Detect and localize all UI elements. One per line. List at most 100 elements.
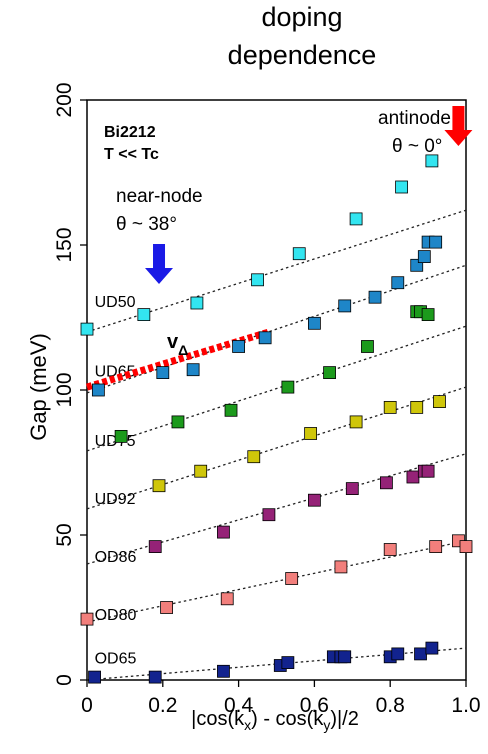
data-point-ud50 xyxy=(425,154,439,168)
x-axis-label-sub-x: x xyxy=(244,717,251,733)
data-point-od86 xyxy=(262,508,276,522)
y-tick-label: 150 xyxy=(53,227,76,262)
x-tick-label: 0 xyxy=(81,694,93,717)
data-point-od80 xyxy=(459,540,473,553)
data-point-od65 xyxy=(88,670,101,684)
data-point-ud92 xyxy=(304,427,318,440)
y-tick-label: 200 xyxy=(53,82,76,117)
antinode-angle: θ ~ 0° xyxy=(392,136,442,157)
data-point-ud50 xyxy=(395,180,408,194)
data-point-od86 xyxy=(307,493,321,507)
data-point-od80 xyxy=(160,601,173,614)
data-point-od86 xyxy=(421,464,435,478)
temperature-label: T << Tc xyxy=(104,146,159,163)
data-point-ud50 xyxy=(80,322,94,336)
x-axis-label-part-b: ) - cos(k xyxy=(251,708,324,730)
x-tick-label: 1.0 xyxy=(451,694,480,717)
data-point-od65 xyxy=(414,647,427,661)
data-point-od80 xyxy=(80,612,94,626)
velocity-label: vΔ xyxy=(167,331,188,358)
fit-line-ud92 xyxy=(86,386,467,510)
fit-line-od86 xyxy=(86,453,467,565)
series-label-ud65: UD65 xyxy=(95,363,136,380)
data-point-ud50 xyxy=(251,273,264,287)
series-label-od80: OD80 xyxy=(95,607,137,624)
series-label-od65: OD65 xyxy=(95,651,137,668)
data-point-ud92 xyxy=(383,400,397,414)
data-point-ud92 xyxy=(247,450,261,464)
data-point-ud65 xyxy=(258,331,272,345)
velocity-symbol: v xyxy=(167,331,179,353)
data-point-od86 xyxy=(217,525,230,539)
data-point-od80 xyxy=(285,572,299,585)
data-point-ud75 xyxy=(421,308,435,322)
antinode-arrow-icon xyxy=(444,106,473,146)
data-point-ud92 xyxy=(194,464,208,478)
y-axis-label: Gap (meV) xyxy=(26,333,51,441)
data-point-od65 xyxy=(391,647,405,661)
x-tick-label: 0.6 xyxy=(300,694,329,717)
near-node-arrow-icon xyxy=(145,244,174,284)
fit-line-ud75 xyxy=(86,325,467,452)
series-label-od86: OD86 xyxy=(95,549,137,566)
x-axis-label-part-c: )|/2 xyxy=(330,708,359,730)
data-point-od65 xyxy=(338,650,352,664)
x-axis-label-part-a: |cos(k xyxy=(191,708,245,730)
data-point-ud50 xyxy=(190,296,204,310)
chart-title-line-1: doping xyxy=(261,2,342,32)
series-label-ud50: UD50 xyxy=(95,294,136,311)
data-point-ud92 xyxy=(349,415,363,429)
data-point-ud75 xyxy=(171,415,185,429)
data-point-ud65 xyxy=(368,290,382,304)
y-tick-label: 100 xyxy=(53,372,76,407)
fit-line-ud65 xyxy=(86,264,467,394)
x-tick-label: 0.8 xyxy=(376,694,405,717)
y-tick-label: 0 xyxy=(53,674,76,686)
x-tick-label: 0.2 xyxy=(148,694,177,717)
data-point-ud75 xyxy=(114,429,128,443)
data-point-ud92 xyxy=(433,395,446,409)
velocity-subscript: Δ xyxy=(178,342,188,358)
chart-title-line-2: dependence xyxy=(228,40,377,70)
data-point-ud65 xyxy=(156,366,170,380)
data-point-ud50 xyxy=(349,212,363,226)
x-axis-label-sub-y: y xyxy=(323,717,330,733)
fit-line-od80 xyxy=(86,540,467,623)
data-point-ud65 xyxy=(391,276,405,290)
data-point-od86 xyxy=(345,482,359,496)
data-point-ud92 xyxy=(410,400,424,414)
near-node-angle: θ ~ 38° xyxy=(116,214,177,235)
data-point-ud65 xyxy=(91,383,105,397)
plot-area: 00.20.40.60.81.0050100150200UD50UD65UD75… xyxy=(53,82,481,717)
sample-label: Bi2212 xyxy=(104,124,156,141)
data-point-ud75 xyxy=(323,366,336,380)
series-label-ud92: UD92 xyxy=(95,491,136,508)
x-axis-label: |cos(kx) - cos(ky)|/2 xyxy=(191,708,359,733)
y-tick-label: 50 xyxy=(53,523,76,546)
data-point-od86 xyxy=(380,476,393,490)
data-point-ud65 xyxy=(186,363,200,377)
data-point-od65 xyxy=(148,670,162,684)
near-node-label: near-node xyxy=(116,186,203,207)
data-point-ud65 xyxy=(417,250,431,264)
x-tick-label: 0.4 xyxy=(224,694,254,717)
antinode-label: antinode xyxy=(378,108,451,129)
data-point-od80 xyxy=(429,540,443,553)
data-point-od65 xyxy=(217,664,230,678)
data-point-od86 xyxy=(148,540,162,553)
data-point-od80 xyxy=(334,560,348,574)
data-point-ud65 xyxy=(338,299,352,313)
data-point-ud75 xyxy=(361,340,374,353)
data-point-od80 xyxy=(220,592,234,606)
data-point-od65 xyxy=(281,656,295,669)
data-point-od86 xyxy=(406,470,420,484)
data-point-ud50 xyxy=(292,247,306,261)
data-point-ud75 xyxy=(281,380,295,394)
data-point-ud65 xyxy=(307,316,321,330)
data-point-ud92 xyxy=(152,479,166,493)
data-point-od65 xyxy=(425,641,439,655)
data-point-ud65 xyxy=(232,340,246,353)
data-point-ud65 xyxy=(429,235,443,249)
data-point-ud75 xyxy=(224,403,238,417)
